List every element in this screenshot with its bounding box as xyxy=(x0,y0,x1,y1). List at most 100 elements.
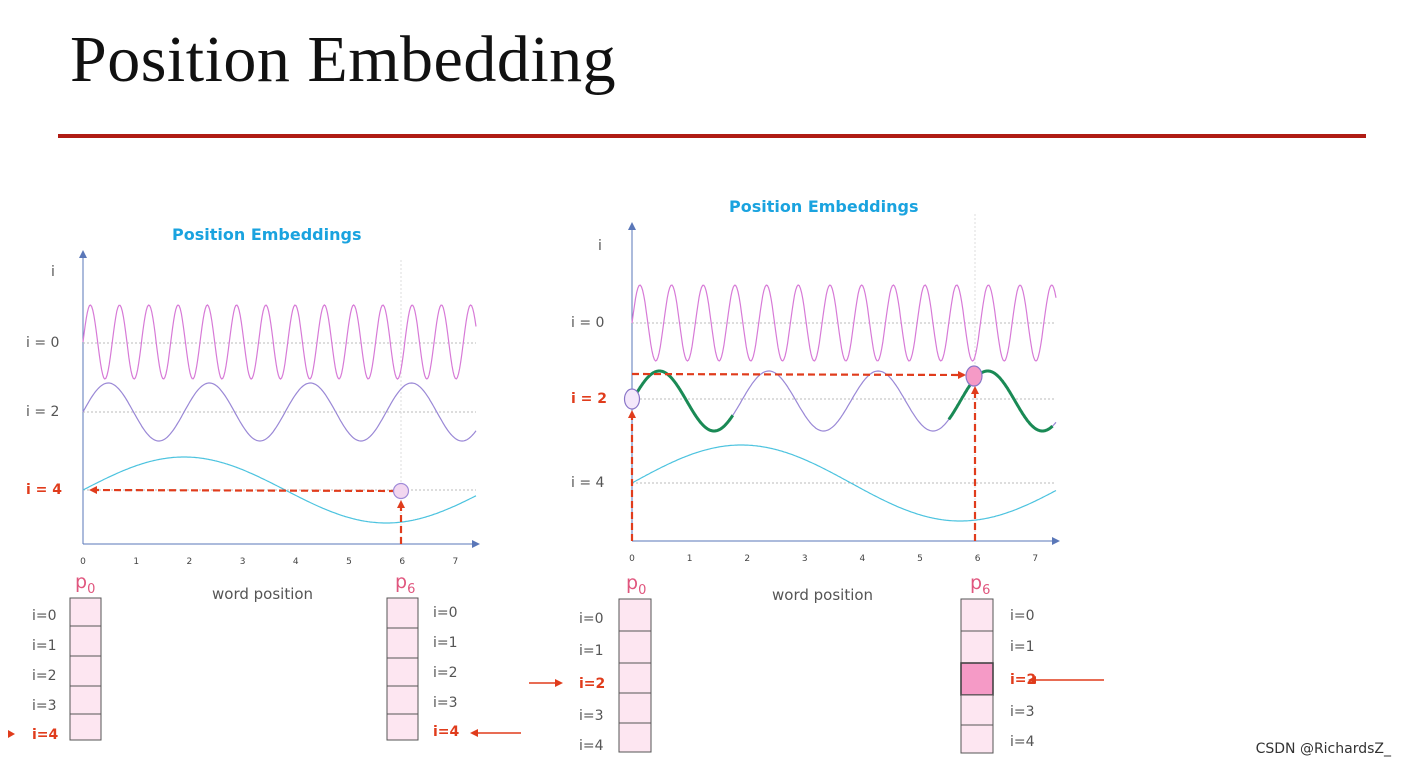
vector-row-label: i=0 xyxy=(433,605,458,621)
x-tick-label: 6 xyxy=(399,557,405,567)
vector-subscript: 6 xyxy=(407,582,415,597)
x-tick-label: 5 xyxy=(346,557,352,567)
vector-subscript: 6 xyxy=(982,583,990,598)
vector-label-p6: p6 xyxy=(395,571,415,597)
vector-cell xyxy=(386,685,419,715)
wave-i2 xyxy=(82,382,477,442)
x-tick-labels: 0 1 2 3 4 5 6 7 xyxy=(80,557,458,567)
vector-row-label: i=3 xyxy=(32,698,57,714)
left-panel: Position Embeddings i i = 0 i = 2 i = 4 … xyxy=(8,225,521,743)
left-row-pointer-icon xyxy=(8,730,15,738)
row-label-i4: i = 4 xyxy=(26,482,62,498)
vector-p6 xyxy=(386,597,419,741)
vector-label-p0: p0 xyxy=(75,571,95,597)
x-tick-label: 4 xyxy=(293,557,299,567)
vector-cell xyxy=(386,713,419,741)
vector-row-label: i=0 xyxy=(32,608,57,624)
watermark: CSDN @RichardsZ_ xyxy=(1255,741,1391,757)
wave-i4 xyxy=(631,444,1057,522)
vector-row-label: i=1 xyxy=(32,638,57,654)
pointer-arrow-horizontal xyxy=(631,370,966,379)
vector-row-label: i=4 xyxy=(579,738,604,754)
vector-row-label: i=0 xyxy=(579,611,604,627)
x-tick-label: 1 xyxy=(133,557,139,567)
vector-row-label: i=2 xyxy=(32,668,57,684)
row-label-i0: i = 0 xyxy=(571,315,604,331)
vector-row-label: i=1 xyxy=(433,635,458,651)
wave-i2 xyxy=(631,370,1057,432)
x-tick-label: 7 xyxy=(453,557,459,567)
vector-subscript: 0 xyxy=(638,583,646,598)
vector-cell xyxy=(386,657,419,687)
vector-cell xyxy=(386,627,419,659)
y-axis-label: i xyxy=(598,238,602,254)
vector-cell xyxy=(960,724,994,754)
vector-cell xyxy=(960,630,994,664)
point-marker-p6 xyxy=(965,365,983,387)
vector-cell xyxy=(618,662,652,694)
x-tick-label: 2 xyxy=(744,554,750,564)
vector-letter: p xyxy=(970,572,982,594)
x-tick-label: 3 xyxy=(802,554,808,564)
chart-title: Position Embeddings xyxy=(172,225,361,244)
y-axis-label: i xyxy=(51,264,55,280)
vector-cell xyxy=(386,597,419,629)
vector-letter: p xyxy=(75,571,87,593)
right-panel: Position Embeddings i i = 0 i = 2 i = 4 … xyxy=(529,197,1104,754)
x-tick-label: 5 xyxy=(917,554,923,564)
vector-subscript: 0 xyxy=(87,582,95,597)
point-marker-p6 xyxy=(392,482,410,500)
vector-label-p6: p6 xyxy=(970,572,990,598)
slide-title: Position Embedding xyxy=(70,23,617,96)
vector-row-label: i=1 xyxy=(1010,639,1035,655)
x-tick-label: 2 xyxy=(187,557,193,567)
vector-row-label: i=4 xyxy=(1010,734,1035,750)
x-tick-label: 0 xyxy=(80,557,86,567)
vector-row-label: i=3 xyxy=(579,708,604,724)
vector-cell xyxy=(69,625,102,657)
vector-cell-highlighted xyxy=(960,662,994,696)
highlight-segment xyxy=(947,369,1054,433)
point-marker-p0 xyxy=(623,388,641,410)
highlight-segment xyxy=(633,369,734,433)
vector-row-label: i=2 xyxy=(433,665,458,681)
vector-row-label-highlighted: i=2 xyxy=(579,676,605,692)
vector-letter: p xyxy=(395,571,407,593)
x-tick-label: 0 xyxy=(629,554,635,564)
wave-i0 xyxy=(82,304,477,380)
row-label-i2: i = 2 xyxy=(26,404,59,420)
vector-cell xyxy=(618,630,652,664)
vector-row-label-highlighted: i=4 xyxy=(32,727,59,743)
vector-cell xyxy=(69,685,102,715)
title-rule xyxy=(58,134,1366,138)
x-tick-label: 1 xyxy=(687,554,693,564)
x-tick-label: 3 xyxy=(240,557,246,567)
x-tick-label: 4 xyxy=(860,554,866,564)
row-label-i0: i = 0 xyxy=(26,335,59,351)
vector-cell xyxy=(618,598,652,632)
vector-row-label: i=3 xyxy=(1010,704,1035,720)
vector-letter: p xyxy=(626,572,638,594)
wave-i4 xyxy=(82,456,477,524)
x-axis-title: word position xyxy=(772,586,873,604)
vector-cell xyxy=(960,694,994,726)
vector-label-p0: p0 xyxy=(626,572,646,598)
x-axis-title: word position xyxy=(212,585,313,603)
row-label-i4: i = 4 xyxy=(571,475,605,491)
vector-row-label: i=1 xyxy=(579,643,604,659)
pointer-arrow-horizontal xyxy=(89,486,397,495)
wave-i0 xyxy=(631,284,1057,362)
row-label-i2: i = 2 xyxy=(571,391,607,407)
vector-cell xyxy=(69,713,102,741)
vector-cell xyxy=(960,598,994,632)
chart-title: Position Embeddings xyxy=(729,197,918,216)
vector-row-label: i=0 xyxy=(1010,608,1035,624)
vector-p0 xyxy=(618,598,652,753)
x-tick-label: 7 xyxy=(1032,554,1038,564)
vector-cell xyxy=(618,692,652,724)
vector-row-label-highlighted: i=4 xyxy=(433,724,460,740)
vector-cell xyxy=(69,597,102,627)
vector-p6 xyxy=(960,598,994,754)
x-tick-labels: 0 1 2 3 4 5 6 7 xyxy=(629,554,1038,564)
